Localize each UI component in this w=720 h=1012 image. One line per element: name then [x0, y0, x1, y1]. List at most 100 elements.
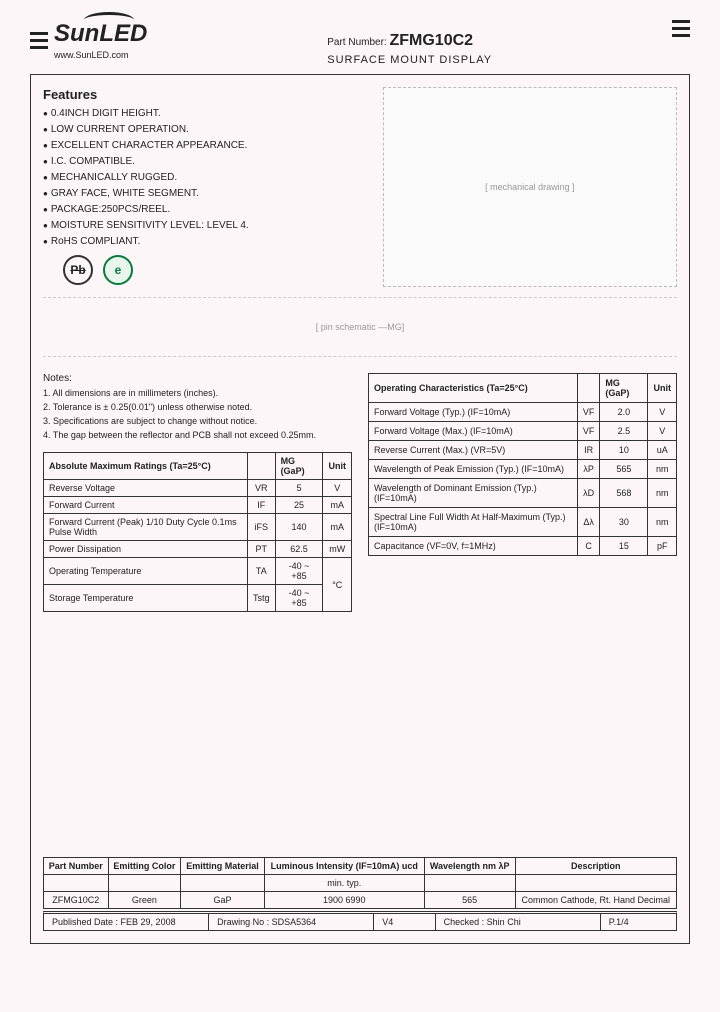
- cell: iFS: [248, 514, 276, 541]
- cell: [181, 875, 264, 892]
- feature-item: I.C. COMPATIBLE.: [43, 156, 367, 167]
- footer-page: P.1/4: [601, 914, 676, 930]
- table-row: Wavelength of Dominant Emission (Typ.) (…: [369, 479, 677, 508]
- table-row: Reverse Current (Max.) (VR=5V)IR10uA: [369, 441, 677, 460]
- hamburger-icon-right: [672, 20, 690, 37]
- cell: Reverse Voltage: [44, 480, 248, 497]
- main-content-box: Features 0.4INCH DIGIT HEIGHT. LOW CURRE…: [30, 74, 690, 944]
- cell: [108, 875, 181, 892]
- table-row: Spectral Line Full Width At Half-Maximum…: [369, 508, 677, 537]
- note-item: Specifications are subject to change wit…: [43, 416, 352, 426]
- cell: Forward Voltage (Max.) (IF=10mA): [369, 422, 578, 441]
- table-row: Forward Voltage (Typ.) (IF=10mA)VF2.0V: [369, 403, 677, 422]
- pb-free-icon: Pb: [63, 255, 93, 285]
- feature-item: GRAY FACE, WHITE SEGMENT.: [43, 188, 367, 199]
- table-header-row: Part Number Emitting Color Emitting Mate…: [44, 858, 677, 875]
- note-item: All dimensions are in millimeters (inche…: [43, 388, 352, 398]
- col-color: Emitting Color: [108, 858, 181, 875]
- cell: Spectral Line Full Width At Half-Maximum…: [369, 508, 578, 537]
- table-row: Forward CurrentIF25mA: [44, 497, 352, 514]
- cell: PT: [248, 541, 276, 558]
- cell: Tstg: [248, 585, 276, 612]
- features-list: 0.4INCH DIGIT HEIGHT. LOW CURRENT OPERAT…: [43, 108, 367, 247]
- cell: Forward Current: [44, 497, 248, 514]
- cell: ZFMG10C2: [44, 892, 109, 909]
- table-row: Forward Current (Peak) 1/10 Duty Cycle 0…: [44, 514, 352, 541]
- cell: °C: [323, 558, 352, 612]
- logo-block: SunLED www.SunLED.com: [30, 20, 147, 60]
- feature-item: EXCELLENT CHARACTER APPEARANCE.: [43, 140, 367, 151]
- feature-item: 0.4INCH DIGIT HEIGHT.: [43, 108, 367, 119]
- diagram-placeholder: [ mechanical drawing ]: [383, 87, 677, 287]
- feature-item: MOISTURE SENSITIVITY LEVEL: LEVEL 4.: [43, 220, 367, 231]
- op-char-column: Operating Characteristics (Ta=25°C) MG (…: [368, 373, 677, 612]
- footer-row: Published Date : FEB 29, 2008 Drawing No…: [43, 911, 677, 931]
- table-header-row: Absolute Maximum Ratings (Ta=25°C) MG (G…: [44, 453, 352, 480]
- cell: GaP: [181, 892, 264, 909]
- product-summary: Part Number Emitting Color Emitting Mate…: [43, 857, 677, 909]
- cell: 62.5: [275, 541, 323, 558]
- note-item: Tolerance is ± 0.25(0.01") unless otherw…: [43, 402, 352, 412]
- cell: uA: [648, 441, 677, 460]
- cell: VF: [577, 403, 600, 422]
- abs-max-title: Absolute Maximum Ratings (Ta=25°C): [44, 453, 248, 480]
- note-item: The gap between the reflector and PCB sh…: [43, 430, 352, 440]
- table-row: Power DissipationPT62.5mW: [44, 541, 352, 558]
- cell: IF: [248, 497, 276, 514]
- cell: Power Dissipation: [44, 541, 248, 558]
- col-unit: Unit: [323, 453, 352, 480]
- col-intensity: Luminous Intensity (IF=10mA) ucd: [264, 858, 424, 875]
- cell: λD: [577, 479, 600, 508]
- col-unit: Unit: [648, 374, 677, 403]
- cell: Capacitance (VF=0V, f=1MHz): [369, 537, 578, 556]
- cell: 25: [275, 497, 323, 514]
- cell: 1900 6990: [264, 892, 424, 909]
- cell: V: [648, 422, 677, 441]
- compliance-badges: Pb e: [63, 255, 367, 285]
- page-header: SunLED www.SunLED.com Part Number: ZFMG1…: [30, 20, 690, 66]
- table-row: Reverse VoltageVR5V: [44, 480, 352, 497]
- table-header-row: Operating Characteristics (Ta=25°C) MG (…: [369, 374, 677, 403]
- col-material: Emitting Material: [181, 858, 264, 875]
- table-row: Capacitance (VF=0V, f=1MHz)C15pF: [369, 537, 677, 556]
- table-row: Operating TemperatureTA-40 ~ +85°C: [44, 558, 352, 585]
- part-subtitle: SURFACE MOUNT DISPLAY: [327, 54, 492, 66]
- top-section: Features 0.4INCH DIGIT HEIGHT. LOW CURRE…: [43, 87, 677, 287]
- table-subheader-row: min. typ.: [44, 875, 677, 892]
- cell: Reverse Current (Max.) (VR=5V): [369, 441, 578, 460]
- logo-arc-icon: [84, 12, 134, 28]
- cell: Storage Temperature: [44, 585, 248, 612]
- cell: 15: [600, 537, 648, 556]
- footer-checked: Checked : Shin Chi: [436, 914, 601, 930]
- features-column: Features 0.4INCH DIGIT HEIGHT. LOW CURRE…: [43, 87, 367, 287]
- diagram-label: MG: [387, 322, 402, 332]
- cell: 2.5: [600, 422, 648, 441]
- mechanical-diagram: [ mechanical drawing ]: [383, 87, 677, 287]
- cell: IR: [577, 441, 600, 460]
- pin-schematic: [ pin schematic — MG ]: [43, 297, 677, 357]
- cell: Forward Current (Peak) 1/10 Duty Cycle 0…: [44, 514, 248, 541]
- logo-url: www.SunLED.com: [54, 50, 147, 60]
- cell: 2.0: [600, 403, 648, 422]
- col-wavelength: Wavelength nm λP: [424, 858, 515, 875]
- part-label: Part Number:: [327, 37, 386, 48]
- feature-item: PACKAGE:250PCS/REEL.: [43, 204, 367, 215]
- cell: pF: [648, 537, 677, 556]
- notes-list: All dimensions are in millimeters (inche…: [43, 388, 352, 440]
- cell: [515, 875, 676, 892]
- cell: nm: [648, 508, 677, 537]
- footer-drawing: Drawing No : SDSA5364: [209, 914, 374, 930]
- cell: Forward Voltage (Typ.) (IF=10mA): [369, 403, 578, 422]
- col-gap: MG (GaP): [275, 453, 323, 480]
- features-title: Features: [43, 87, 367, 102]
- col-sym: [248, 453, 276, 480]
- cell: VR: [248, 480, 276, 497]
- feature-item: RoHS COMPLIANT.: [43, 236, 367, 247]
- logo-text: SunLED: [54, 20, 147, 48]
- cell: mA: [323, 514, 352, 541]
- table-row: Wavelength of Peak Emission (Typ.) (IF=1…: [369, 460, 677, 479]
- notes-title: Notes:: [43, 373, 352, 384]
- part-number: ZFMG10C2: [389, 32, 473, 49]
- col-sym: [577, 374, 600, 403]
- cell: -40 ~ +85: [275, 558, 323, 585]
